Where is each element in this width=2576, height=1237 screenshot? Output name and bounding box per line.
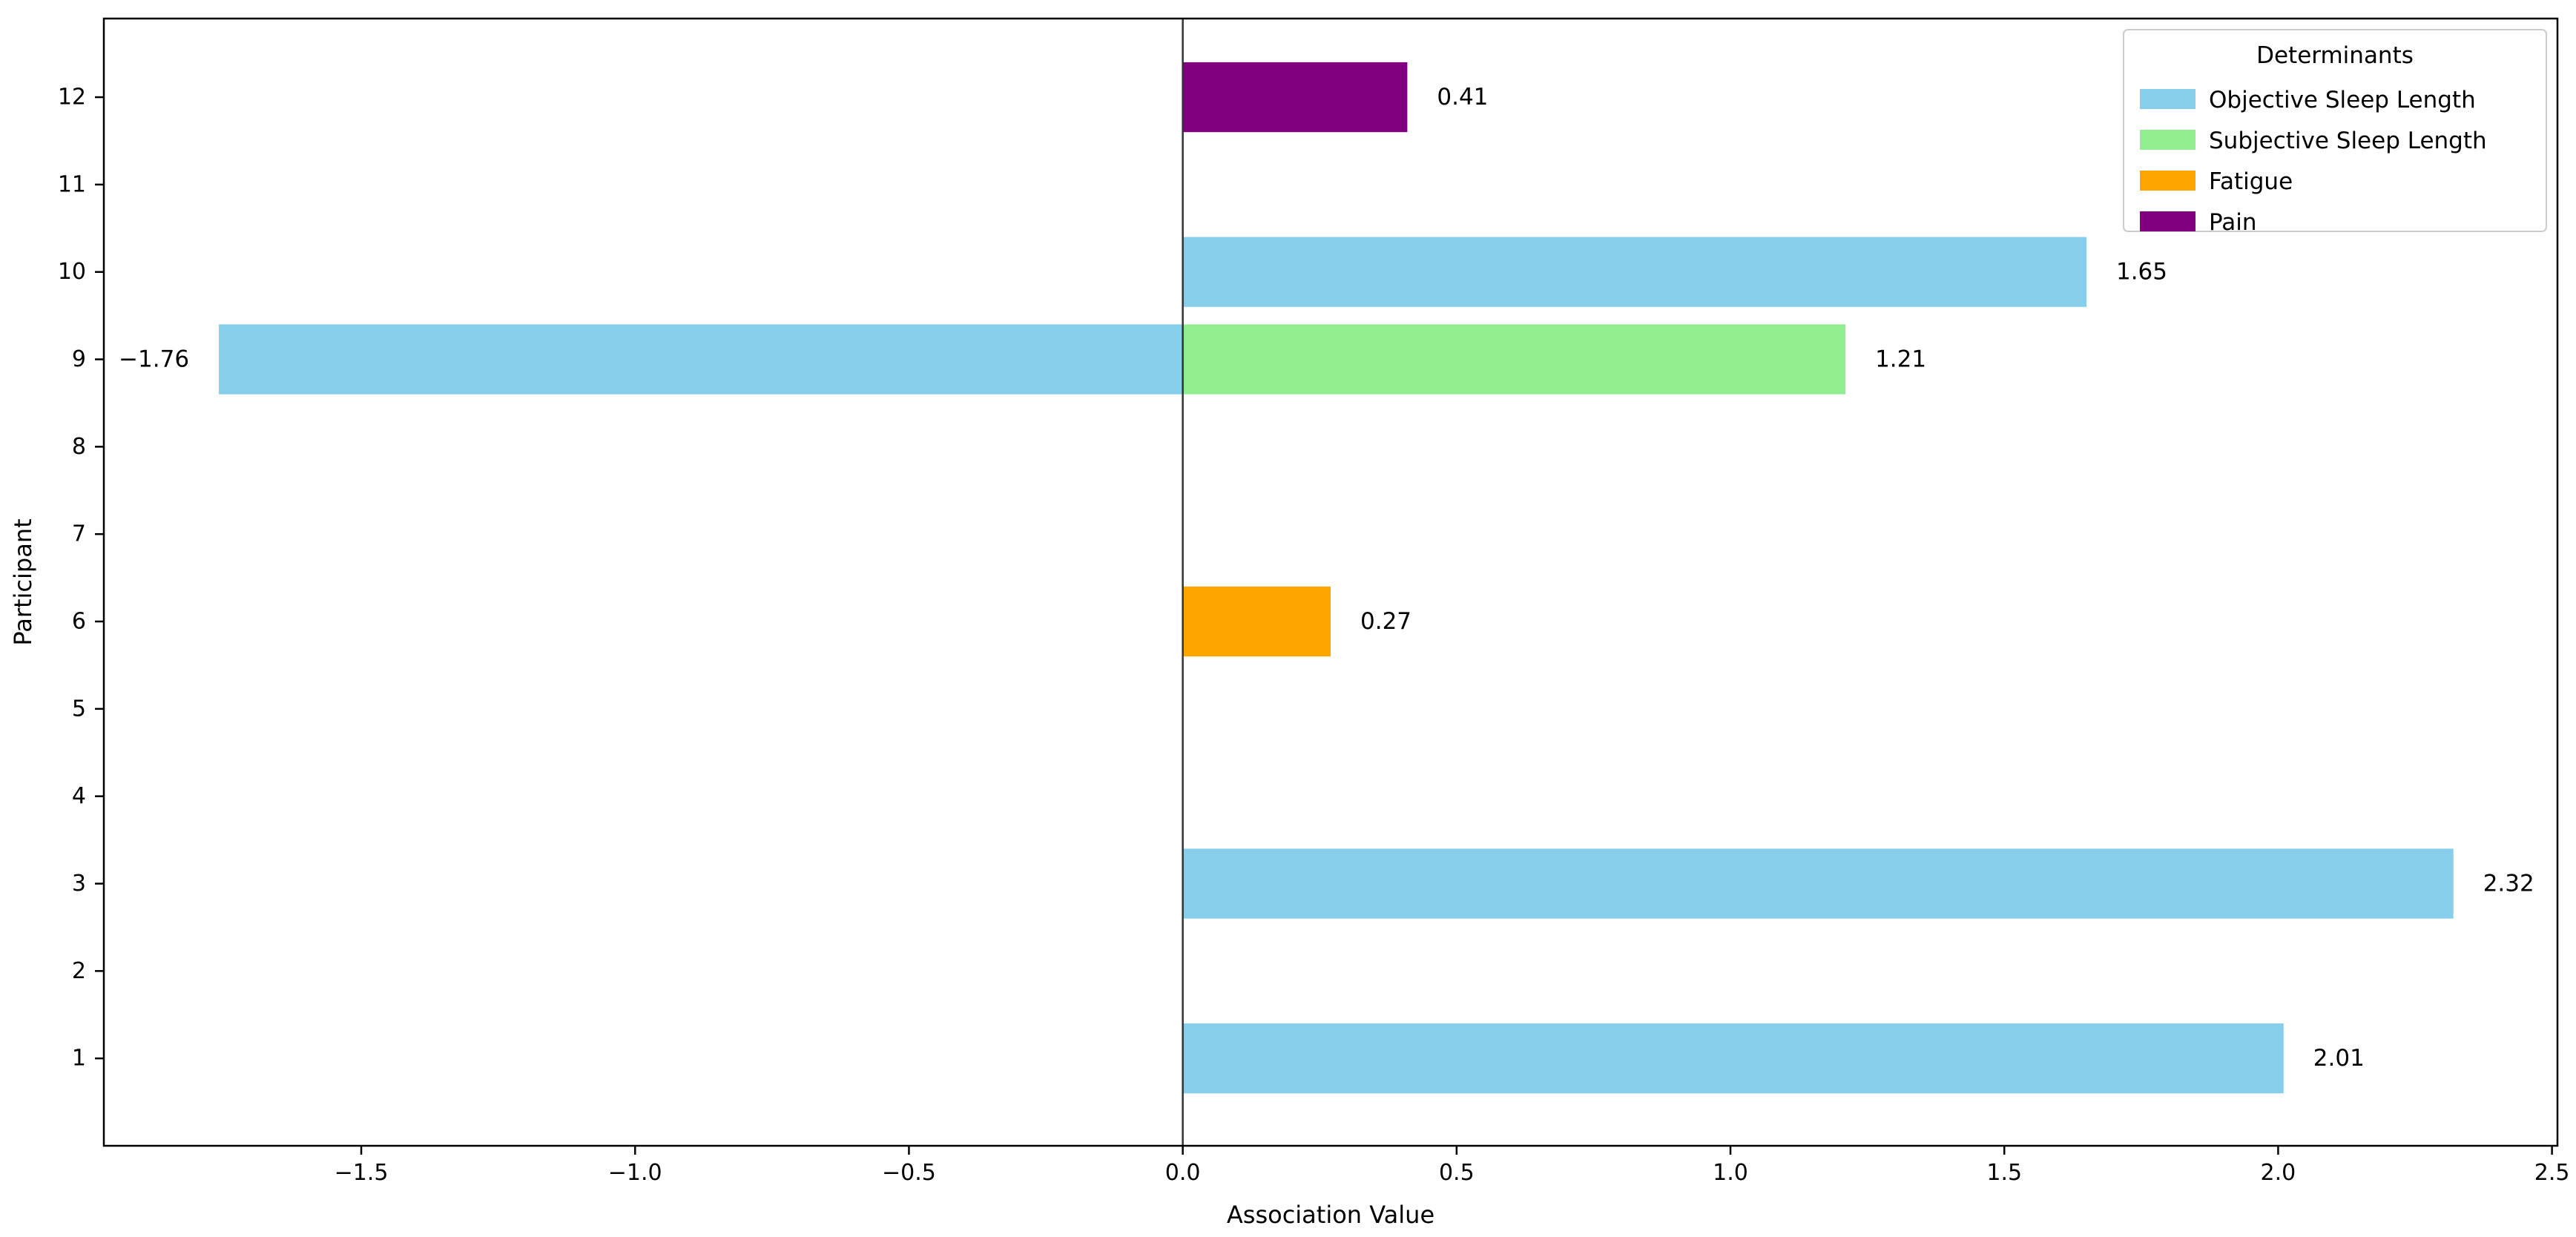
legend-entry-label: Fatigue (2209, 168, 2293, 195)
bar-value-label: 0.41 (1437, 84, 1488, 110)
y-tick-label: 5 (72, 696, 86, 722)
x-tick-label: 2.5 (2534, 1160, 2570, 1186)
y-tick-label: 12 (58, 85, 86, 110)
plot-frame (102, 17, 2559, 1147)
x-tick-label: −1.5 (335, 1160, 389, 1186)
y-tick-label: 4 (72, 783, 86, 809)
legend-entry-label: Pain (2209, 209, 2257, 236)
legend-swatch (2140, 130, 2195, 150)
bar-value-label: 2.32 (2483, 871, 2534, 897)
legend-box (2123, 29, 2547, 232)
bar-participant-9-4 (1182, 324, 1846, 395)
x-axis-title: Association Value (1227, 1201, 1434, 1229)
legend-swatch (2140, 211, 2195, 231)
y-tick-label: 1 (72, 1046, 86, 1072)
bar-value-label: −1.76 (119, 346, 189, 373)
legend: Determinants Objective Sleep Length Subje… (2123, 29, 2547, 236)
x-axis: −1.5 −1.0 −0.5 0.0 0.5 1.0 1.5 2.0 2.5 (335, 1146, 2570, 1186)
y-tick-label: 3 (72, 871, 86, 897)
legend-title: Determinants (2256, 42, 2414, 69)
x-tick-label: 1.0 (1713, 1160, 1748, 1186)
x-tick-label: −1.0 (608, 1160, 662, 1186)
y-tick-label: 9 (72, 346, 86, 372)
y-tick-label: 2 (72, 958, 86, 984)
x-tick-label: −0.5 (882, 1160, 936, 1186)
x-tick-label: 1.5 (1986, 1160, 2022, 1186)
y-axis-title: Participant (9, 518, 37, 645)
bar-value-label: 2.01 (2313, 1045, 2365, 1072)
legend-entry-label: Subjective Sleep Length (2209, 128, 2487, 154)
y-tick-label: 10 (58, 259, 86, 285)
x-tick-label: 0.5 (1439, 1160, 1475, 1186)
y-tick-label: 7 (72, 521, 86, 547)
bars-layer (219, 62, 2454, 1094)
x-tick-label: 0.0 (1165, 1160, 1201, 1186)
bar-participant-6-2 (1182, 586, 1331, 657)
bar-participant-3-1 (1182, 848, 2454, 919)
y-tick-label: 6 (72, 609, 86, 635)
y-tick-label: 8 (72, 434, 86, 460)
bar-participant-12-6 (1182, 62, 1408, 133)
bar-participant-9-3 (219, 324, 1183, 395)
legend-swatch (2140, 89, 2195, 109)
bar-value-label: 1.65 (2116, 259, 2167, 286)
legend-entry-label: Objective Sleep Length (2209, 87, 2476, 113)
bar-labels-layer: 2.01 2.32 0.27 −1.76 1.21 1.65 0.41 (119, 84, 2534, 1072)
x-tick-label: 2.0 (2261, 1160, 2296, 1186)
bar-value-label: 0.27 (1360, 608, 1411, 635)
bar-participant-1-0 (1182, 1023, 2284, 1094)
y-tick-label: 11 (58, 171, 86, 197)
bar-participant-10-5 (1182, 237, 2086, 307)
legend-swatch (2140, 171, 2195, 191)
bar-value-label: 1.21 (1875, 346, 1926, 373)
